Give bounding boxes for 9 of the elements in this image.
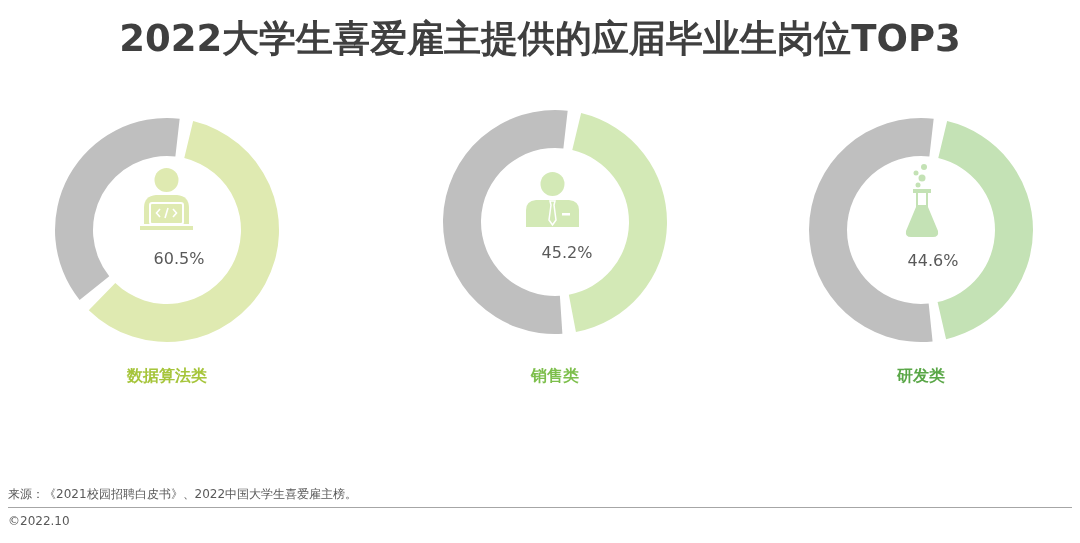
data-label: 45.2% bbox=[541, 242, 593, 262]
text: 销售类 bbox=[530, 365, 579, 385]
text: 2022大学生喜爱雇主提供的应届毕业生岗位TOP3 bbox=[118, 16, 962, 62]
text: 数据算法类 bbox=[126, 365, 207, 385]
data-label: 44.6% bbox=[907, 250, 959, 270]
data-label: 60.5% bbox=[153, 248, 205, 268]
text: 研发类 bbox=[896, 365, 945, 385]
text: ©2022.10 bbox=[8, 513, 70, 529]
source-note: 来源：《2021校园招聘白皮书》、2022中国大学生喜爱雇主榜。 bbox=[8, 486, 358, 502]
